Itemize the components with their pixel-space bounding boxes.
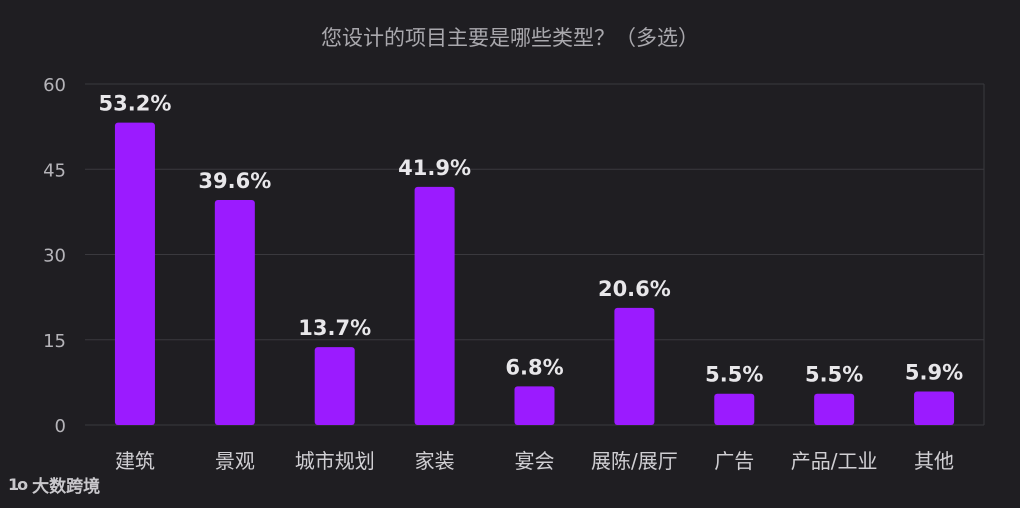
watermark-text: 大数跨境 [32, 477, 101, 497]
y-tick-label: 15 [43, 331, 66, 352]
x-tick-label: 家装 [415, 449, 455, 473]
bar [514, 386, 555, 425]
y-tick-label: 60 [43, 75, 66, 96]
x-tick-label: 展陈/展厅 [591, 449, 678, 473]
y-tick-label: 0 [55, 416, 66, 437]
data-label: 5.5% [705, 363, 763, 387]
data-label: 5.5% [805, 363, 863, 387]
x-tick-label: 产品/工业 [791, 449, 878, 473]
x-tick-label: 景观 [215, 449, 255, 473]
data-label: 20.6% [598, 277, 671, 301]
chart-title: 您设计的项目主要是哪些类型？（多选） [321, 26, 699, 50]
x-tick-label: 建筑 [115, 449, 155, 473]
bar [314, 347, 355, 425]
x-axis-ticks: 建筑 景观 城市规划 家装 宴会 展陈/展厅 广告 产品/工业 其他 [115, 449, 954, 473]
watermark: 1o 大数跨境 [8, 472, 100, 497]
x-tick-label: 其他 [914, 449, 954, 473]
data-label: 5.9% [905, 360, 963, 384]
data-label: 53.2% [99, 92, 172, 116]
bars [114, 122, 955, 425]
bar [114, 122, 155, 425]
bar [714, 393, 755, 425]
x-tick-label: 广告 [714, 449, 754, 473]
y-axis-ticks: 0 15 30 45 60 [43, 75, 66, 437]
watermark-logo-icon: 1o [8, 475, 28, 494]
data-label: 41.9% [398, 156, 471, 180]
bar [614, 307, 655, 425]
x-tick-label: 宴会 [515, 449, 555, 473]
bar [214, 199, 255, 425]
data-label: 39.6% [198, 169, 271, 193]
data-label: 6.8% [505, 355, 563, 379]
data-label: 13.7% [298, 316, 371, 340]
data-labels: 53.2% 39.6% 13.7% 41.9% 6.8% 20.6% 5.5% 5.5% 5.9… [99, 92, 964, 387]
y-tick-label: 45 [43, 160, 66, 181]
bar [414, 186, 455, 425]
x-tick-label: 城市规划 [295, 449, 375, 473]
bar [814, 393, 855, 425]
y-tick-label: 30 [43, 246, 66, 267]
bar [914, 391, 955, 425]
